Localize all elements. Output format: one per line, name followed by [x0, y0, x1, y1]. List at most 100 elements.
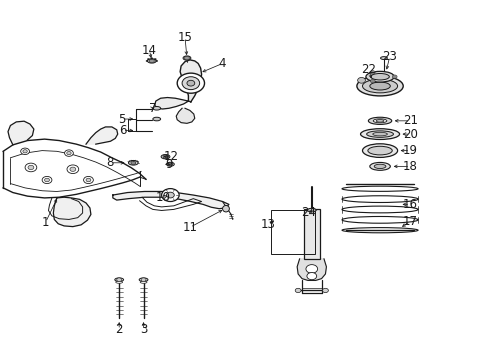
Circle shape [391, 75, 396, 78]
Circle shape [184, 56, 189, 60]
Text: 3: 3 [140, 323, 147, 336]
Text: 14: 14 [142, 44, 157, 57]
Ellipse shape [166, 162, 174, 166]
Circle shape [295, 288, 301, 293]
Ellipse shape [128, 161, 138, 165]
Circle shape [147, 58, 149, 60]
Circle shape [168, 163, 172, 166]
Text: 24: 24 [301, 207, 316, 220]
Ellipse shape [369, 82, 389, 90]
Circle shape [369, 71, 374, 74]
Bar [304, 209, 319, 259]
Text: 13: 13 [260, 218, 275, 231]
Circle shape [28, 165, 34, 170]
Circle shape [23, 150, 27, 153]
Circle shape [322, 288, 328, 293]
Ellipse shape [115, 278, 123, 282]
Text: 10: 10 [156, 191, 171, 204]
Circle shape [70, 167, 76, 171]
Ellipse shape [367, 146, 391, 155]
Text: 12: 12 [163, 150, 179, 163]
Circle shape [182, 77, 199, 90]
Circle shape [64, 150, 73, 156]
Circle shape [186, 80, 194, 86]
Text: 15: 15 [177, 31, 192, 44]
Text: 21: 21 [402, 114, 417, 127]
Ellipse shape [356, 76, 403, 96]
Polygon shape [8, 121, 34, 145]
Ellipse shape [369, 162, 389, 170]
Circle shape [357, 77, 365, 83]
Circle shape [131, 161, 136, 165]
Ellipse shape [372, 132, 386, 136]
Polygon shape [53, 197, 91, 226]
Ellipse shape [153, 107, 160, 110]
Circle shape [369, 79, 374, 83]
Text: 9: 9 [165, 158, 172, 171]
Ellipse shape [373, 164, 385, 168]
Ellipse shape [116, 281, 122, 283]
Ellipse shape [362, 144, 397, 157]
Text: 4: 4 [218, 57, 226, 70]
Circle shape [149, 59, 154, 63]
Text: 20: 20 [402, 127, 417, 141]
Circle shape [117, 278, 122, 282]
Circle shape [141, 278, 146, 282]
Text: 8: 8 [106, 156, 114, 169]
Circle shape [25, 163, 37, 172]
Circle shape [86, 178, 91, 182]
Ellipse shape [222, 206, 229, 212]
Circle shape [42, 176, 52, 184]
Ellipse shape [147, 59, 156, 63]
Circle shape [146, 60, 148, 62]
Text: 19: 19 [402, 144, 417, 157]
Circle shape [161, 189, 179, 202]
Bar [271, 211, 315, 253]
Ellipse shape [307, 208, 316, 212]
Text: 17: 17 [402, 215, 417, 228]
Polygon shape [155, 98, 188, 109]
Ellipse shape [372, 119, 386, 123]
Text: 1: 1 [41, 216, 49, 229]
Text: 7: 7 [149, 102, 156, 115]
Circle shape [151, 58, 153, 59]
Text: 22: 22 [361, 63, 376, 76]
Polygon shape [297, 259, 326, 280]
Circle shape [154, 58, 156, 60]
Circle shape [67, 152, 71, 155]
Ellipse shape [153, 117, 160, 121]
Text: 18: 18 [402, 160, 417, 173]
Ellipse shape [183, 56, 190, 60]
Ellipse shape [139, 278, 148, 282]
Ellipse shape [367, 117, 391, 125]
Circle shape [306, 273, 316, 280]
Circle shape [156, 60, 158, 62]
Circle shape [166, 192, 174, 198]
Text: 23: 23 [382, 50, 396, 63]
Circle shape [83, 176, 93, 184]
Ellipse shape [366, 131, 393, 137]
Ellipse shape [362, 79, 397, 93]
Ellipse shape [380, 57, 386, 59]
Polygon shape [86, 127, 118, 144]
Polygon shape [113, 192, 228, 209]
Ellipse shape [161, 154, 169, 159]
Circle shape [44, 178, 49, 182]
Ellipse shape [365, 71, 393, 82]
Circle shape [305, 265, 317, 273]
Circle shape [20, 148, 29, 154]
Circle shape [163, 155, 167, 158]
Ellipse shape [360, 129, 399, 139]
Text: 11: 11 [182, 221, 197, 234]
Ellipse shape [140, 281, 147, 283]
Circle shape [67, 165, 79, 174]
Text: 2: 2 [115, 323, 122, 336]
Ellipse shape [370, 73, 388, 80]
Circle shape [177, 73, 204, 93]
Ellipse shape [375, 120, 383, 122]
Polygon shape [176, 108, 194, 123]
Text: 5: 5 [118, 113, 125, 126]
Text: 6: 6 [119, 124, 126, 137]
Text: 16: 16 [402, 198, 417, 211]
Polygon shape [180, 60, 201, 102]
